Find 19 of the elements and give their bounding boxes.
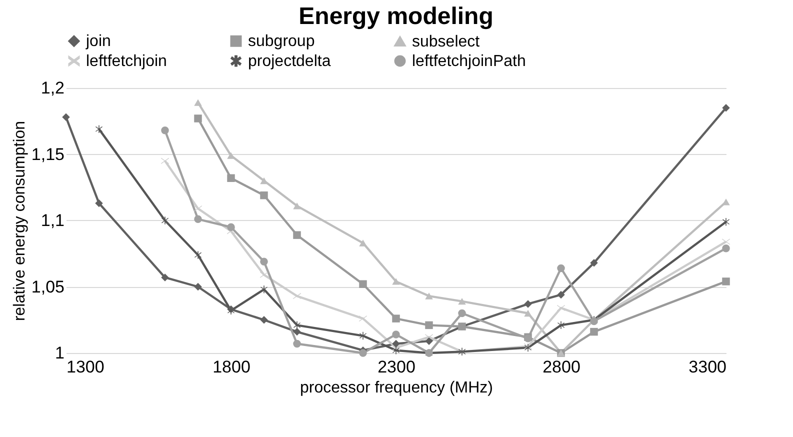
x-tick-label: 1300 bbox=[66, 358, 104, 376]
legend-label: leftfetchjoin bbox=[86, 53, 167, 70]
legend-label: leftfetchjoinPath bbox=[412, 53, 526, 70]
y-tick-label: 1 bbox=[55, 344, 64, 362]
x-tick-label: 2800 bbox=[542, 358, 580, 376]
x-tick-label: 3300 bbox=[688, 358, 726, 376]
y-tick-label: 1,15 bbox=[31, 144, 64, 164]
y-tick-label: 1,05 bbox=[31, 277, 64, 296]
y-tick-label: 1,1 bbox=[40, 211, 64, 230]
legend-label: projectdelta bbox=[248, 53, 331, 70]
y-tick-label: 1,2 bbox=[40, 78, 64, 98]
legend-label: join bbox=[85, 33, 111, 50]
legend-label: subgroup bbox=[248, 33, 315, 50]
legend-label: subselect bbox=[412, 33, 480, 50]
x-tick-label: 2300 bbox=[378, 358, 416, 376]
x-tick-label: 1800 bbox=[212, 358, 250, 376]
x-axis-title: processor frequency (MHz) bbox=[300, 380, 493, 396]
chart-title: Energy modeling bbox=[298, 3, 494, 30]
y-axis-title: relative energy consumption bbox=[11, 120, 28, 322]
